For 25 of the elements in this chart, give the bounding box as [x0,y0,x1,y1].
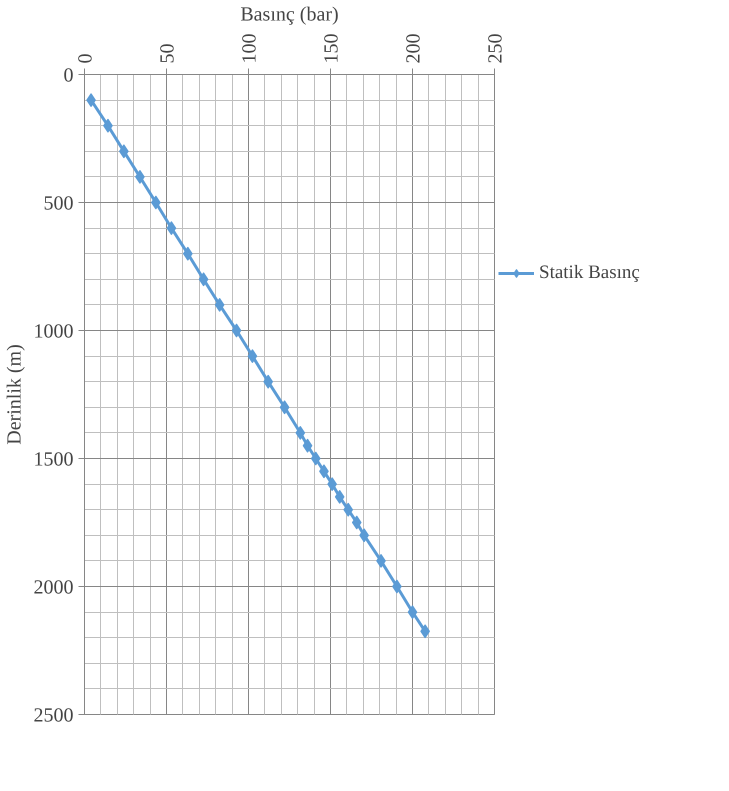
y-tick-label: 1500 [34,448,74,470]
y-axis-title: Derinlik (m) [4,344,26,445]
y-tick-label: 1000 [34,320,74,342]
point [392,580,402,594]
point [334,490,345,504]
point [343,502,354,517]
x-tick-label: 250 [484,34,506,64]
x-tick-label: 200 [402,34,424,64]
point [232,324,242,338]
x-axis-title: Basınç (bar) [240,4,339,26]
x-tick-label: 150 [320,34,342,64]
y-tick-label: 2500 [34,704,74,726]
point [352,516,362,530]
x-tick-label: 50 [156,44,178,64]
y-tick-label: 500 [44,192,74,214]
y-tick-label: 2000 [34,576,74,598]
point [263,374,274,389]
y-tick-label: 0 [64,64,74,86]
x-tick-label: 100 [238,34,260,64]
point [295,426,306,440]
point [151,196,161,210]
point [182,246,193,261]
point [310,452,321,466]
x-tick-label: 0 [74,54,96,64]
legend-label: Statik Basınç [539,262,640,284]
